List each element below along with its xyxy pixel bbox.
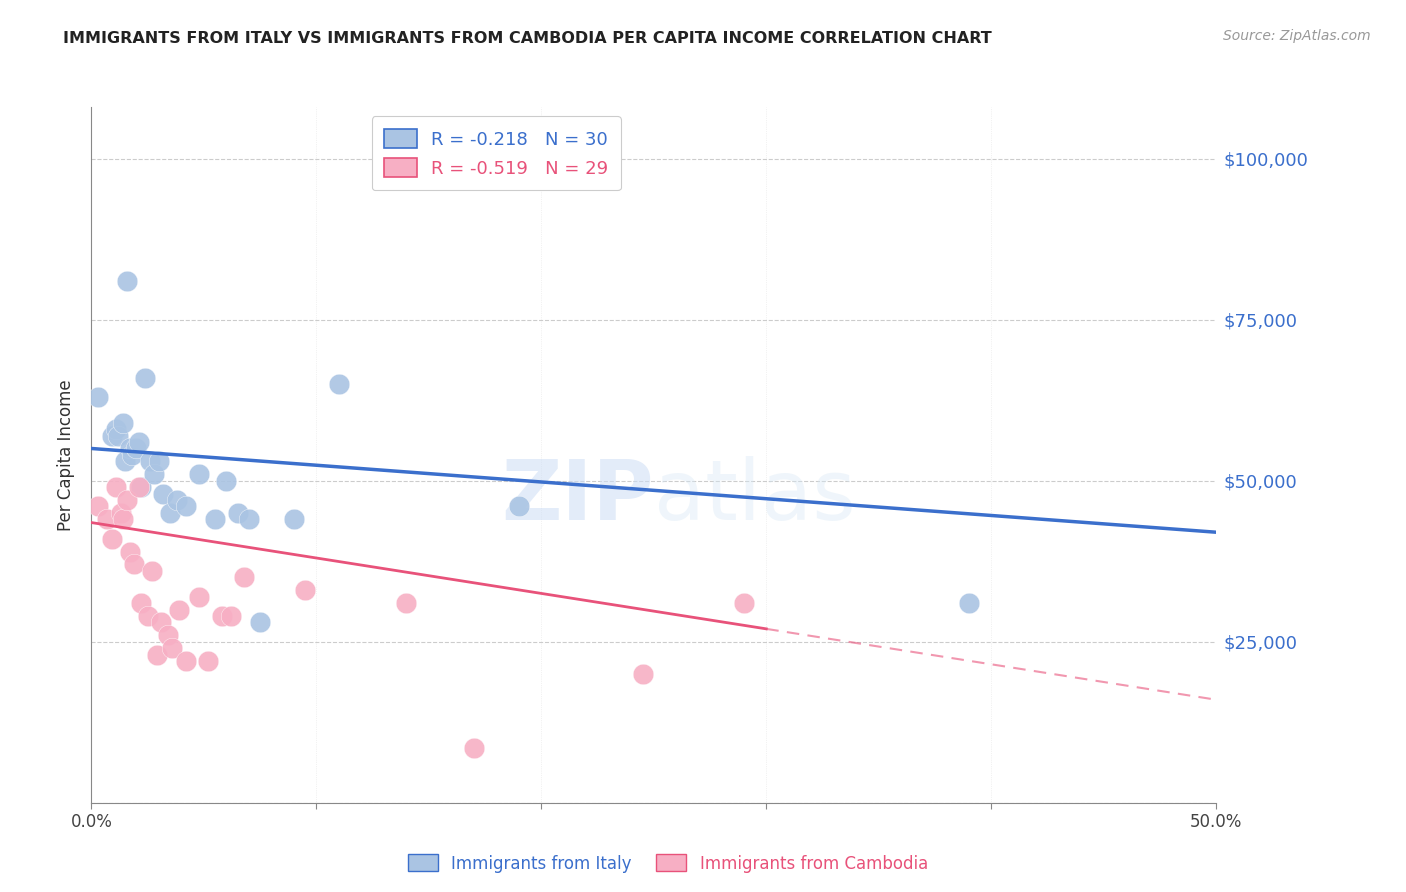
- Point: [159, 506, 181, 520]
- Point: [174, 654, 197, 668]
- Point: [145, 648, 167, 662]
- Point: [122, 558, 145, 572]
- Point: [204, 512, 226, 526]
- Point: [156, 628, 179, 642]
- Legend: R = -0.218   N = 30, R = -0.519   N = 29: R = -0.218 N = 30, R = -0.519 N = 29: [371, 116, 621, 190]
- Point: [143, 467, 166, 482]
- Point: [117, 493, 139, 508]
- Point: [215, 474, 238, 488]
- Point: [100, 532, 122, 546]
- Point: [129, 596, 152, 610]
- Point: [188, 467, 211, 482]
- Point: [463, 741, 485, 756]
- Point: [233, 570, 256, 584]
- Point: [957, 596, 980, 610]
- Legend: Immigrants from Italy, Immigrants from Cambodia: Immigrants from Italy, Immigrants from C…: [401, 847, 935, 880]
- Point: [118, 442, 141, 456]
- Point: [87, 500, 110, 514]
- Point: [87, 390, 110, 404]
- Point: [105, 422, 128, 436]
- Text: ZIP: ZIP: [502, 456, 654, 537]
- Point: [107, 428, 129, 442]
- Point: [733, 596, 755, 610]
- Point: [114, 454, 136, 468]
- Point: [294, 583, 316, 598]
- Point: [219, 609, 242, 624]
- Point: [128, 435, 150, 450]
- Point: [105, 480, 128, 494]
- Point: [166, 493, 188, 508]
- Point: [134, 370, 156, 384]
- Point: [508, 500, 530, 514]
- Point: [129, 480, 152, 494]
- Point: [100, 428, 122, 442]
- Point: [117, 274, 139, 288]
- Point: [118, 544, 141, 558]
- Text: IMMIGRANTS FROM ITALY VS IMMIGRANTS FROM CAMBODIA PER CAPITA INCOME CORRELATION : IMMIGRANTS FROM ITALY VS IMMIGRANTS FROM…: [63, 31, 993, 46]
- Point: [128, 480, 150, 494]
- Point: [121, 448, 143, 462]
- Point: [226, 506, 249, 520]
- Point: [167, 602, 190, 616]
- Point: [283, 512, 305, 526]
- Point: [328, 377, 350, 392]
- Point: [238, 512, 260, 526]
- Point: [150, 615, 173, 630]
- Point: [211, 609, 233, 624]
- Point: [249, 615, 271, 630]
- Point: [139, 454, 162, 468]
- Point: [110, 506, 132, 520]
- Point: [174, 500, 197, 514]
- Point: [162, 641, 184, 656]
- Text: atlas: atlas: [654, 456, 855, 537]
- Point: [197, 654, 219, 668]
- Point: [395, 596, 418, 610]
- Point: [141, 564, 163, 578]
- Point: [111, 512, 134, 526]
- Point: [148, 454, 170, 468]
- Point: [188, 590, 211, 604]
- Text: Source: ZipAtlas.com: Source: ZipAtlas.com: [1223, 29, 1371, 43]
- Point: [136, 609, 159, 624]
- Y-axis label: Per Capita Income: Per Capita Income: [58, 379, 76, 531]
- Point: [111, 416, 134, 430]
- Point: [631, 667, 654, 681]
- Point: [96, 512, 118, 526]
- Point: [152, 486, 174, 500]
- Point: [125, 442, 148, 456]
